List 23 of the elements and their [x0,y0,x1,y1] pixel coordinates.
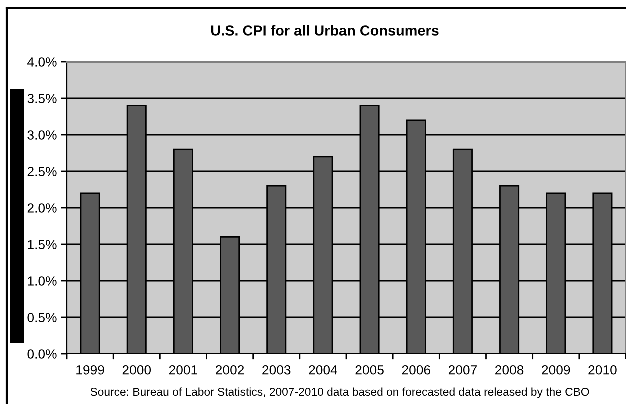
x-tick-label: 2008 [496,365,524,375]
x-tick-label: 2001 [169,365,198,375]
y-tick-label: 3.0% [28,130,57,140]
y-tick-label: 0.0% [28,350,57,359]
source-note: Source: Bureau of Labor Statistics, 2007-2010 data based on forecasted data released by the CBO [90,388,590,398]
x-tick-label: 2007 [448,365,477,375]
x-tick-label: 2003 [262,365,291,375]
x-tick-label: 2000 [122,365,152,375]
x-tick-label: 1999 [76,365,104,375]
y-tick-label: 2.5% [28,167,57,176]
x-tick-label: 2010 [588,365,617,375]
x-tick-label: 2004 [309,365,338,375]
x-tick-label: 2009 [542,365,570,375]
y-tick-label: 1.0% [28,276,57,286]
x-tick-label: 2006 [402,365,430,375]
x-tick-label: 2005 [356,365,384,375]
y-tick-label: 3.5% [28,94,57,104]
y-tick-label: 4.0% [28,58,57,67]
y-tick-label: 0.5% [28,313,57,322]
y-tick-label: 1.5% [28,240,57,250]
y-tick-label: 2.0% [28,204,57,213]
x-tick-label: 2002 [216,365,244,375]
chart-title: U.S. CPI for all Urban Consumers [211,25,439,36]
